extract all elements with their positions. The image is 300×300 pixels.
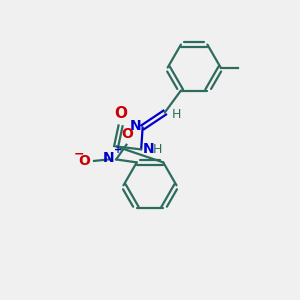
Text: O: O (121, 127, 133, 141)
Text: H: H (152, 143, 162, 156)
Text: O: O (114, 106, 127, 122)
Text: N: N (130, 119, 141, 133)
Text: O: O (79, 154, 91, 168)
Text: +: + (113, 145, 122, 155)
Text: H: H (172, 108, 182, 121)
Text: N: N (142, 142, 154, 156)
Text: N: N (103, 151, 115, 165)
Text: −: − (74, 148, 84, 161)
